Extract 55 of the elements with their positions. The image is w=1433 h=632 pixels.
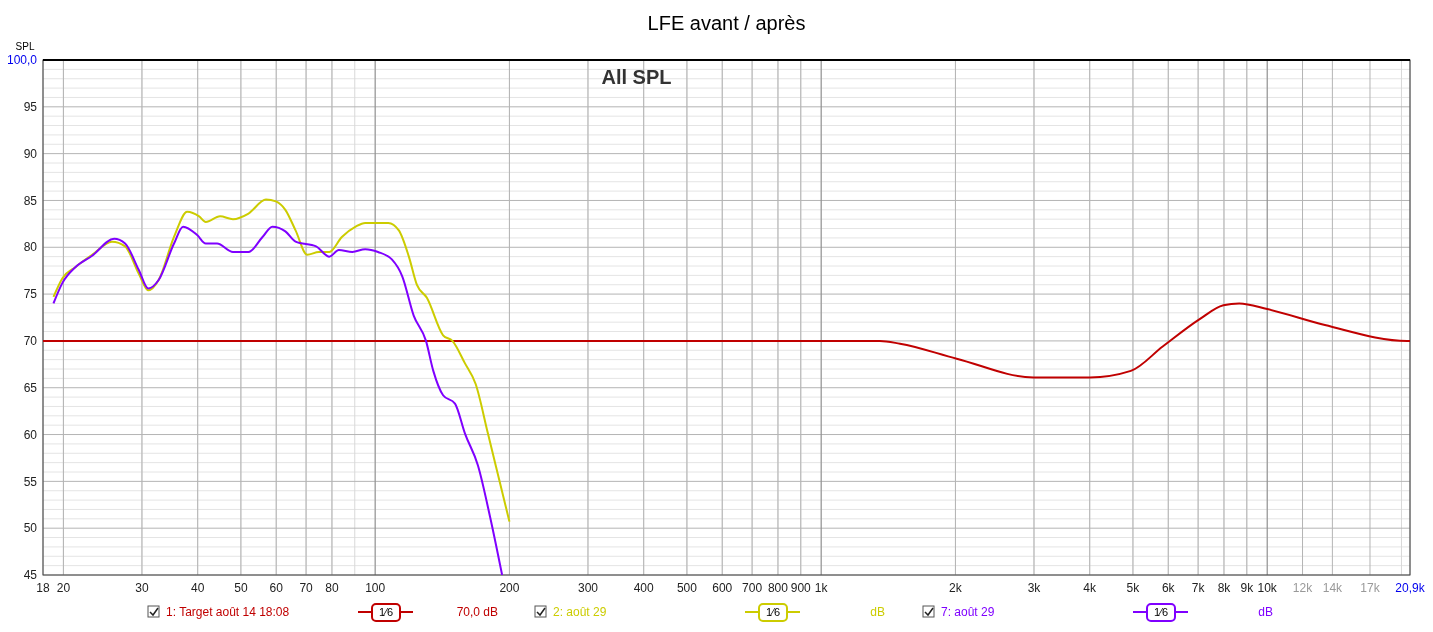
- x-tick-label: 18: [36, 581, 50, 595]
- x-tick-label: 7k: [1191, 581, 1206, 595]
- x-tick-label: 700: [742, 581, 763, 595]
- y-tick-label: 60: [23, 427, 38, 442]
- x-tick-label: 9k: [1240, 581, 1255, 595]
- x-tick-label: 1k: [814, 581, 829, 595]
- x-tick-label: 600: [712, 581, 733, 595]
- x-tick-label: 60: [269, 581, 284, 595]
- text: 70,0 dB: [456, 605, 498, 619]
- x-tick-label: 14k: [1322, 581, 1344, 595]
- text: 1: Target août 14 18:08: [166, 605, 290, 619]
- text: dB: [870, 605, 885, 619]
- y-tick-label: 55: [23, 474, 38, 489]
- y-tick-label: 95: [23, 100, 38, 115]
- x-tick-label: 800: [767, 581, 789, 595]
- text: dB: [1258, 605, 1273, 619]
- chart-title: LFE avant / après: [647, 12, 806, 34]
- y-tick-label: 90: [23, 146, 38, 161]
- y-tick-label: 100,0: [6, 53, 38, 68]
- x-tick-label: 4k: [1083, 581, 1098, 595]
- x-tick-label: 500: [676, 581, 698, 595]
- x-tick-label: 100: [365, 581, 386, 595]
- y-axis-title: SPL: [15, 41, 35, 52]
- x-tick-label: 400: [633, 581, 655, 595]
- y-tick-label: 85: [23, 193, 38, 208]
- x-tick-label: 20,9k: [1395, 581, 1426, 595]
- x-tick-label: 200: [499, 581, 520, 595]
- y-tick-label: 45: [23, 568, 38, 583]
- y-tick-label: 70: [23, 334, 38, 349]
- x-tick-label: 8k: [1217, 581, 1232, 595]
- text: 1⁄6: [378, 606, 394, 618]
- x-tick-label: 17k: [1360, 581, 1381, 595]
- x-tick-label: 80: [325, 581, 339, 595]
- x-tick-label: 12k: [1292, 581, 1314, 595]
- text: 2: août 29: [553, 605, 607, 619]
- text: 1⁄6: [765, 606, 781, 618]
- x-tick-label: 5k: [1126, 581, 1141, 595]
- text: 1⁄6: [1153, 606, 1169, 618]
- x-tick-label: 50: [234, 581, 248, 595]
- y-tick-label: 75: [23, 287, 38, 302]
- x-tick-label: 6k: [1161, 581, 1176, 595]
- x-tick-label: 70: [299, 581, 314, 595]
- y-tick-label: 50: [23, 521, 38, 536]
- x-tick-label: 20: [56, 581, 71, 595]
- x-tick-label: 900: [790, 581, 812, 595]
- y-tick-label: 80: [23, 240, 38, 255]
- chart-subtitle: All SPL: [601, 66, 672, 88]
- x-tick-label: 30: [135, 581, 149, 595]
- text: 7: août 29: [941, 605, 995, 619]
- x-tick-label: 300: [577, 581, 599, 595]
- x-tick-label: 3k: [1027, 581, 1042, 595]
- x-tick-label: 10k: [1257, 581, 1278, 595]
- x-tick-label: 2k: [949, 581, 963, 595]
- y-tick-label: 65: [23, 380, 38, 395]
- x-tick-label: 40: [191, 581, 205, 595]
